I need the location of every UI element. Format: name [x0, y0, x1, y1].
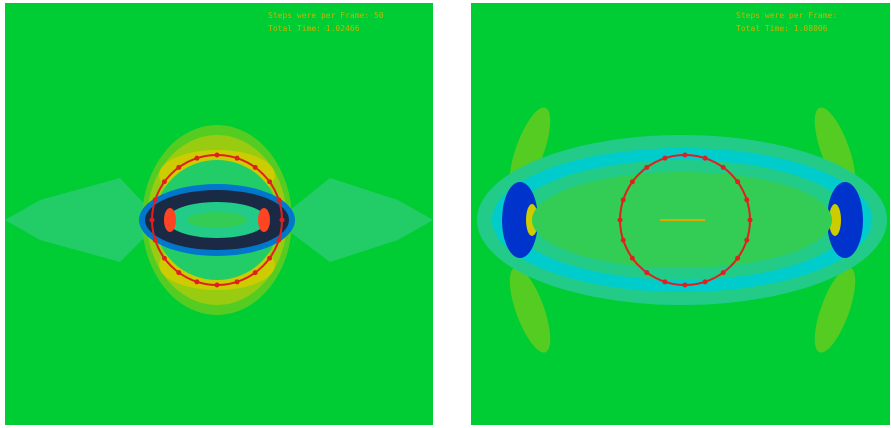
- steps-text: Steps were per Frame:: [736, 11, 837, 20]
- boundary-node: [194, 156, 199, 161]
- boundary-node: [630, 256, 635, 261]
- page: {"panels": [ {"steps": "Steps were per F…: [0, 0, 891, 428]
- time-text: Total Time: 1.02466: [268, 24, 360, 33]
- boundary-node: [253, 165, 258, 170]
- boundary-node: [621, 197, 626, 202]
- boundary-node: [630, 179, 635, 184]
- boundary-node: [662, 279, 667, 284]
- boundary-node: [703, 156, 708, 161]
- boundary-node: [721, 270, 726, 275]
- boundary-node: [644, 270, 649, 275]
- boundary-node: [748, 218, 753, 223]
- right-panel: Steps were per Frame: Total Time: 1.0800…: [471, 3, 890, 425]
- boundary-node: [618, 218, 623, 223]
- left-panel: Steps were per Frame: 50 Total Time: 1.0…: [5, 3, 433, 425]
- time-text: Total Time: 1.08006: [736, 24, 828, 33]
- boundary-node: [235, 279, 240, 284]
- boundary-node: [176, 270, 181, 275]
- boundary-node: [153, 197, 158, 202]
- boundary-node: [276, 197, 281, 202]
- boundary-node: [662, 156, 667, 161]
- boundary-node: [621, 238, 626, 243]
- boundary-node: [162, 179, 167, 184]
- boundary-node: [644, 165, 649, 170]
- boundary-node: [253, 270, 258, 275]
- boundary-node: [683, 153, 688, 158]
- boundary-node: [721, 165, 726, 170]
- screenshot: Steps were per Frame: 50 Total Time: 1.0…: [0, 0, 891, 428]
- boundary-node: [150, 218, 155, 223]
- boundary-node: [153, 238, 158, 243]
- boundary-node: [703, 279, 708, 284]
- boundary-node: [176, 165, 181, 170]
- boundary-node: [267, 256, 272, 261]
- boundary-node: [735, 256, 740, 261]
- boundary-node: [267, 179, 272, 184]
- steps-text: Steps were per Frame: 50: [268, 11, 384, 20]
- boundary-node: [735, 179, 740, 184]
- boundary-node: [194, 279, 199, 284]
- boundary-node: [162, 256, 167, 261]
- boundary-node: [744, 238, 749, 243]
- boundary-node: [215, 283, 220, 288]
- boundary-node: [683, 283, 688, 288]
- boundary-node: [280, 218, 285, 223]
- boundary-node: [276, 238, 281, 243]
- boundary-node: [744, 197, 749, 202]
- boundary-node: [235, 156, 240, 161]
- boundary-node: [215, 153, 220, 158]
